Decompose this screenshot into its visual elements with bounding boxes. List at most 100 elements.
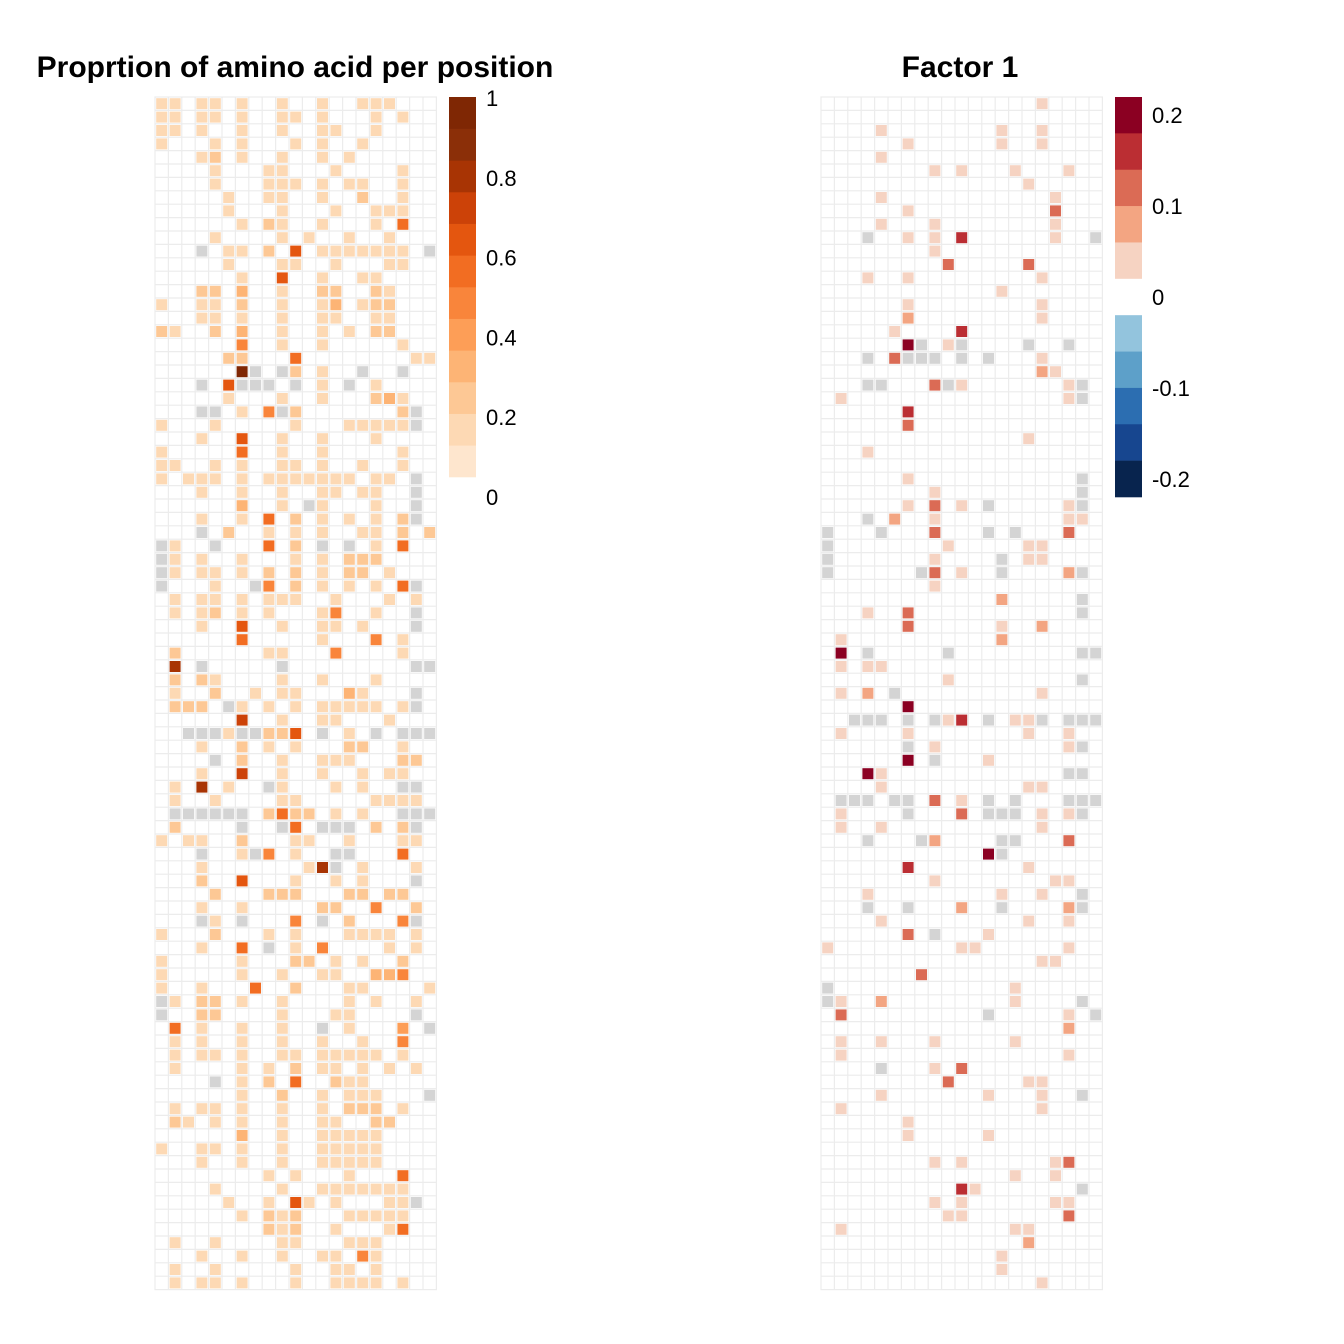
factor-heatmap-cell bbox=[1036, 687, 1048, 699]
factor-heatmap-cell bbox=[1063, 339, 1075, 351]
proportion-heatmap-cell bbox=[290, 259, 302, 270]
proportion-heatmap-cell bbox=[384, 1116, 395, 1128]
proportion-heatmap-cell bbox=[290, 473, 302, 485]
proportion-heatmap-cell bbox=[290, 527, 302, 538]
factor-heatmap-cell bbox=[1076, 500, 1088, 512]
proportion-heatmap-cell bbox=[236, 352, 248, 364]
proportion-heatmap-cell bbox=[276, 1156, 288, 1168]
proportion-heatmap-cell bbox=[223, 352, 235, 364]
factor-heatmap-cell bbox=[1036, 955, 1048, 967]
proportion-heatmap-cell bbox=[209, 1116, 221, 1128]
proportion-heatmap-cell bbox=[209, 888, 221, 900]
proportion-heatmap-cell bbox=[397, 888, 409, 900]
proportion-heatmap-cell bbox=[196, 1250, 208, 1262]
proportion-colorbar-tick-label: 0 bbox=[486, 485, 498, 510]
proportion-heatmap-cell bbox=[196, 741, 208, 753]
proportion-heatmap-cell bbox=[276, 781, 288, 793]
proportion-heatmap-cell bbox=[330, 205, 342, 217]
factor-heatmap-cell bbox=[929, 232, 941, 244]
proportion-heatmap-cell bbox=[410, 500, 422, 512]
factor-heatmap-cell bbox=[902, 929, 914, 940]
proportion-heatmap-cell bbox=[343, 232, 355, 244]
factor-heatmap-cell bbox=[862, 647, 874, 659]
proportion-heatmap-cell bbox=[236, 808, 248, 820]
proportion-colorbar-bin bbox=[449, 192, 476, 224]
factor-heatmap-cell bbox=[983, 795, 994, 806]
factor-heatmap-cell bbox=[875, 1063, 887, 1074]
proportion-heatmap-cell bbox=[343, 982, 355, 994]
proportion-heatmap-cell bbox=[370, 996, 382, 1007]
factor-heatmap-cell bbox=[1063, 728, 1075, 739]
factor-heatmap-cell bbox=[996, 594, 1008, 605]
factor-heatmap-cell bbox=[956, 352, 968, 364]
factor-heatmap-cell bbox=[1063, 567, 1075, 579]
proportion-heatmap-cell bbox=[317, 580, 328, 592]
proportion-heatmap-cell bbox=[290, 138, 302, 150]
proportion-heatmap-cell bbox=[357, 299, 369, 311]
proportion-heatmap-cell bbox=[424, 1089, 436, 1101]
proportion-heatmap-cell bbox=[370, 1156, 382, 1168]
proportion-heatmap-cell bbox=[357, 1277, 369, 1289]
proportion-heatmap-cell bbox=[263, 808, 275, 820]
proportion-heatmap-cell bbox=[209, 1143, 221, 1155]
proportion-heatmap-cell bbox=[317, 1250, 328, 1262]
factor-heatmap-cell bbox=[929, 513, 941, 525]
proportion-heatmap-cell bbox=[263, 192, 275, 203]
factor-heatmap-cell bbox=[902, 299, 914, 311]
proportion-heatmap-cell bbox=[397, 446, 409, 458]
proportion-heatmap-cell bbox=[236, 125, 248, 136]
proportion-heatmap-cell bbox=[330, 1116, 342, 1128]
proportion-heatmap-cell bbox=[317, 178, 328, 190]
factor-heatmap-cell bbox=[862, 795, 874, 806]
proportion-colorbar-bin bbox=[449, 445, 476, 478]
proportion-heatmap-cell bbox=[424, 728, 436, 739]
factor-heatmap-cell bbox=[1076, 808, 1088, 820]
proportion-heatmap-cell bbox=[370, 969, 382, 981]
proportion-heatmap-cell bbox=[209, 1049, 221, 1061]
proportion-heatmap-cell bbox=[424, 352, 436, 364]
proportion-heatmap-cell bbox=[236, 1250, 248, 1262]
proportion-heatmap-cell bbox=[263, 781, 275, 793]
proportion-heatmap-cell bbox=[343, 178, 355, 190]
proportion-heatmap-cell bbox=[384, 969, 395, 981]
proportion-colorbar-bin bbox=[449, 382, 476, 414]
factor-heatmap-cell bbox=[822, 527, 834, 538]
proportion-heatmap-cell bbox=[196, 701, 208, 713]
proportion-heatmap-cell bbox=[169, 594, 181, 605]
proportion-heatmap-cell bbox=[330, 1063, 342, 1074]
proportion-heatmap-cell bbox=[410, 486, 422, 498]
proportion-heatmap-cell bbox=[370, 580, 382, 592]
factor-heatmap-cell bbox=[929, 379, 941, 391]
proportion-heatmap-cell bbox=[330, 647, 342, 659]
proportion-heatmap-cell bbox=[196, 553, 208, 565]
proportion-heatmap-cell bbox=[236, 245, 248, 257]
proportion-heatmap-cell bbox=[290, 821, 302, 833]
factor-heatmap-cell bbox=[1063, 942, 1075, 954]
factor-heatmap-cell bbox=[916, 352, 927, 364]
proportion-heatmap-cell bbox=[290, 1237, 302, 1249]
factor-heatmap-cell bbox=[956, 500, 968, 512]
proportion-heatmap-cell bbox=[223, 379, 235, 391]
proportion-heatmap-cell bbox=[410, 661, 422, 672]
factor-heatmap-cell bbox=[929, 1063, 941, 1074]
proportion-heatmap-cell bbox=[357, 982, 369, 994]
factor-heatmap-cell bbox=[956, 795, 968, 806]
factor-heatmap-cell bbox=[1076, 888, 1088, 900]
proportion-heatmap-cell bbox=[384, 419, 395, 431]
proportion-heatmap-cell bbox=[183, 1116, 194, 1128]
factor-heatmap-cell bbox=[875, 661, 887, 672]
proportion-heatmap-cell bbox=[236, 379, 248, 391]
proportion-heatmap-cell bbox=[370, 1130, 382, 1141]
proportion-heatmap-cell bbox=[330, 754, 342, 766]
proportion-heatmap-cell bbox=[410, 607, 422, 619]
proportion-heatmap-cell bbox=[290, 848, 302, 860]
proportion-heatmap-cell bbox=[343, 1009, 355, 1021]
proportion-heatmap-cell bbox=[357, 366, 369, 378]
factor-colorbar-ticks: 0.2 0.1 0 -0.1 -0.2 bbox=[1152, 103, 1190, 492]
proportion-heatmap-cell bbox=[317, 607, 328, 619]
factor-heatmap-cell bbox=[862, 379, 874, 391]
factor-heatmap-cell bbox=[1090, 1009, 1102, 1021]
proportion-heatmap-cell bbox=[303, 862, 315, 873]
proportion-heatmap-cell bbox=[370, 821, 382, 833]
proportion-heatmap-cell bbox=[357, 1156, 369, 1168]
